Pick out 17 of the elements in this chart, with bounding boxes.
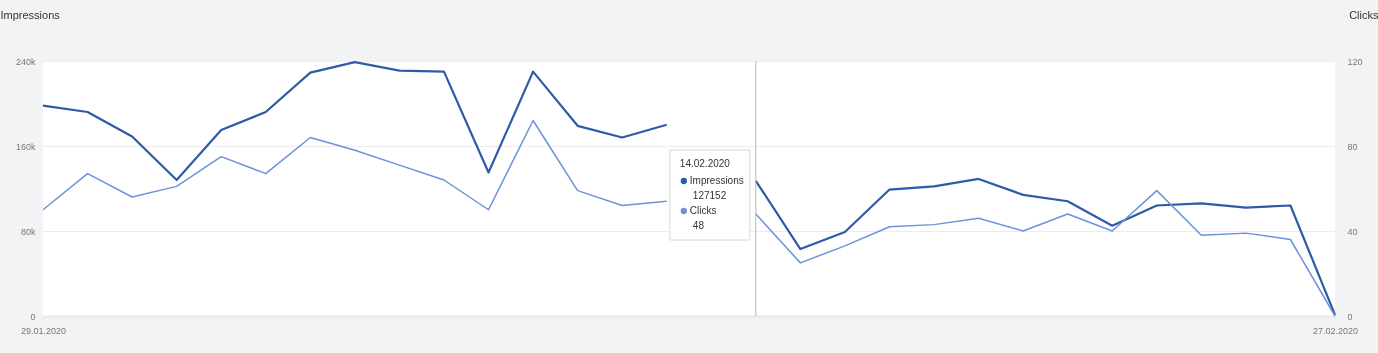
- y2-tick-label: 0: [1347, 311, 1353, 322]
- y-tick-label: 160k: [15, 141, 36, 152]
- annotation: 127152: [692, 190, 727, 201]
- x-tick-label: 29.01.2020: [20, 325, 67, 336]
- x-tick-label: 27.02.2020: [1312, 325, 1359, 336]
- y-tick-label: 0: [30, 311, 36, 322]
- y2-tick-label: 120: [1347, 56, 1363, 67]
- legend-label: Clicks: [689, 205, 717, 216]
- legend-label: Impressions: [689, 175, 744, 186]
- y2-tick-label: 40: [1347, 226, 1358, 237]
- y2-tick-label: 80: [1347, 141, 1358, 152]
- y-axis-title: Impressions: [0, 8, 61, 21]
- y-tick-label: 240k: [15, 56, 36, 67]
- y2-axis-title: Clicks: [1349, 8, 1378, 21]
- y-tick-label: 80k: [20, 226, 36, 237]
- annotation: 48: [692, 220, 705, 231]
- annotation: 14.02.2020: [679, 158, 731, 169]
